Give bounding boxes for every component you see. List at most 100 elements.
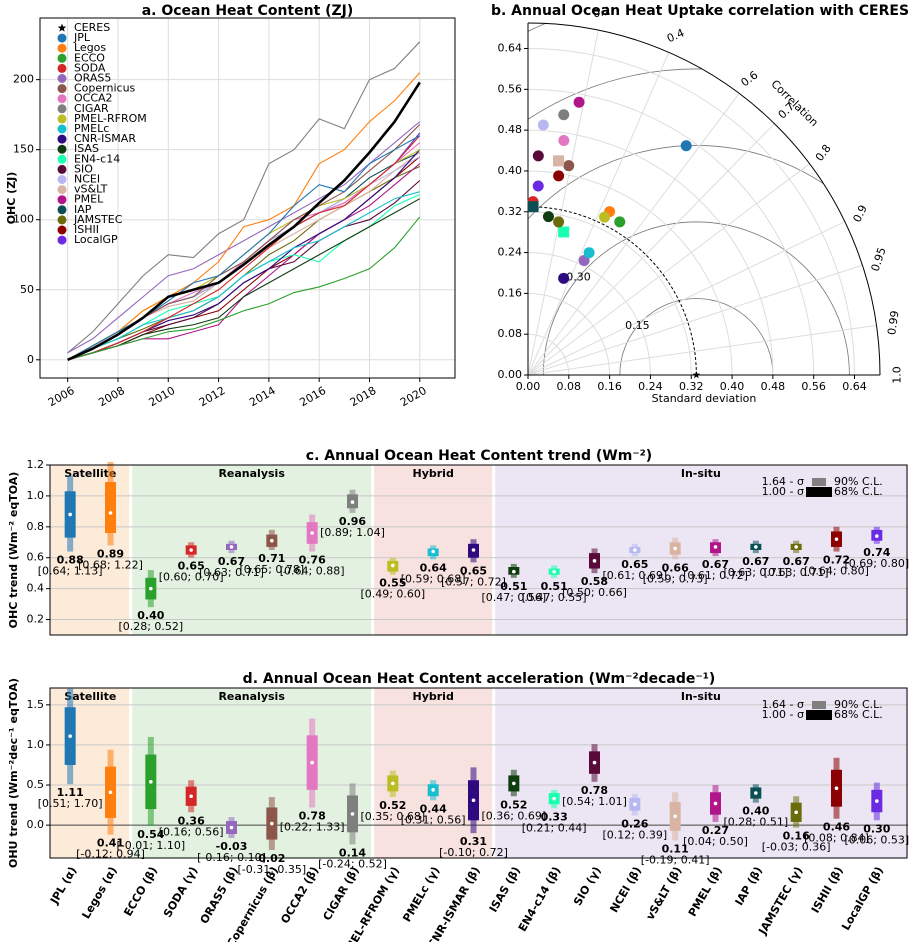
group-label: Reanalysis [218, 690, 285, 703]
median-dot [471, 798, 476, 803]
legend-label: CIGAR [74, 102, 109, 115]
series-line [67, 81, 421, 361]
rms-arc [542, 221, 850, 375]
group-background [130, 688, 373, 858]
value-label: 0.52 [500, 798, 527, 811]
legend-marker [57, 114, 67, 124]
legend-marker [57, 235, 67, 245]
y-tick-label: 0.00 [498, 368, 523, 381]
legend-marker [57, 134, 67, 144]
rms-label: 0.15 [625, 319, 650, 332]
y-tick-label: 0.16 [498, 286, 523, 299]
taylor-point [680, 140, 692, 152]
taylor-point [553, 216, 565, 228]
legend-marker [57, 124, 67, 134]
legend-label: JAMSTEC [73, 213, 123, 226]
value-label: 0.67 [742, 555, 769, 568]
legend-marker [57, 74, 67, 83]
taylor-point [537, 119, 549, 131]
legend-label: 68% C.L. [834, 708, 883, 721]
interval-label: [0.59; 0.68] [401, 572, 466, 585]
median-dot [350, 812, 355, 816]
interval-label: [0.35; 0.68] [360, 810, 425, 823]
taylor-point [553, 170, 565, 182]
group-label: In-situ [681, 690, 721, 703]
value-label: 0.52 [379, 799, 406, 812]
interval-label: [0.28; 0.51] [723, 816, 788, 829]
interval-label: [-0.16; 0.10] [197, 851, 266, 864]
taylor-point [583, 247, 595, 259]
interval-label: [0.06; 0.53] [844, 833, 909, 846]
legend-label: 68% C.L. [834, 485, 883, 498]
legend-label: 90% C.L. [834, 698, 883, 711]
std-arc [527, 170, 733, 376]
corr-grid-line [527, 93, 740, 376]
legend-marker [57, 225, 67, 235]
x-axis-label: Standard deviation [652, 392, 757, 405]
interval-label: [0.12; 0.39] [602, 829, 667, 842]
legend-marker [57, 185, 67, 195]
rms-arc [528, 145, 880, 375]
legend-label: ORAS5 [74, 72, 111, 85]
y-tick-label: 1.0 [27, 738, 45, 751]
median-dot [875, 799, 879, 803]
interval-label: [-0.19; 0.41] [641, 853, 710, 866]
corr-grid-line [527, 221, 846, 376]
value-label: 0.51 [541, 580, 568, 593]
legend-swatch [812, 478, 826, 486]
median-dot [713, 545, 718, 549]
value-label: 0.88 [57, 554, 84, 567]
legend-marker [57, 23, 67, 32]
interval-label: [0.69; 0.80] [844, 557, 909, 570]
legend-swatch [806, 487, 832, 497]
category-label: LocalGP (β) [839, 865, 886, 933]
interval-label: [-0.10; 0.72] [439, 846, 508, 859]
legend-label: PMEL [74, 193, 104, 206]
corr-tick-label: 0.4 [665, 26, 686, 45]
legend-label: ECCO [74, 51, 105, 64]
legend-label: PMEL-RFROM [74, 112, 147, 125]
value-label: 0.40 [742, 805, 769, 818]
interval-label: [0.64; 0.88] [280, 565, 345, 578]
value-label: 0.71 [258, 552, 285, 565]
value-label: 0.65 [178, 560, 205, 573]
median-dot [391, 563, 395, 568]
y-tick-label: 0.8 [27, 520, 45, 533]
interval-label: [0.63; 0.71] [199, 566, 264, 579]
taylor-point [558, 226, 570, 238]
interval-label: [0.04; 0.50] [683, 835, 748, 848]
rms-arc [528, 68, 880, 375]
median-dot [350, 500, 355, 504]
chart-title: d. Annual Ocean Heat Content acceleratio… [243, 671, 716, 687]
group-label: Hybrid [413, 690, 454, 703]
category-label: ORAS5 (β) [198, 865, 241, 927]
median-dot [189, 794, 193, 799]
value-label: 0.96 [339, 515, 366, 528]
median-dot [875, 534, 879, 538]
x-tick-label: 2014 [247, 384, 278, 409]
y-tick-label: 150 [13, 143, 34, 156]
x-tick-label: 2012 [197, 384, 228, 409]
x-tick-label: 0.40 [720, 380, 745, 393]
y-axis-label: OHU trend (Wm⁻²dec⁻¹ eqTOA) [7, 678, 20, 868]
legend-sigma: 1.00 - σ [762, 708, 804, 721]
y-tick-label: 0.08 [498, 327, 523, 340]
taylor-point [558, 135, 570, 147]
legend-label: vS&LT [74, 183, 108, 196]
legend-marker [57, 94, 67, 104]
value-label: 0.27 [702, 824, 729, 837]
group-label: Reanalysis [218, 467, 285, 480]
chart-title: a. Ocean Heat Content (ZJ) [142, 3, 354, 19]
value-label: 0.55 [379, 577, 406, 590]
corr-grid-line [527, 264, 863, 376]
legend-marker [57, 43, 67, 53]
plot-frame [39, 17, 456, 379]
group-label: Satellite [64, 467, 116, 480]
taylor-point [532, 150, 544, 162]
legend-label: SODA [74, 61, 106, 74]
category-label: CIGAR (β) [320, 865, 361, 923]
corr-tick-label: 1.0 [891, 366, 904, 384]
interval-label: [0.64; 0.80] [804, 565, 869, 578]
y-tick-label: 200 [13, 73, 34, 86]
